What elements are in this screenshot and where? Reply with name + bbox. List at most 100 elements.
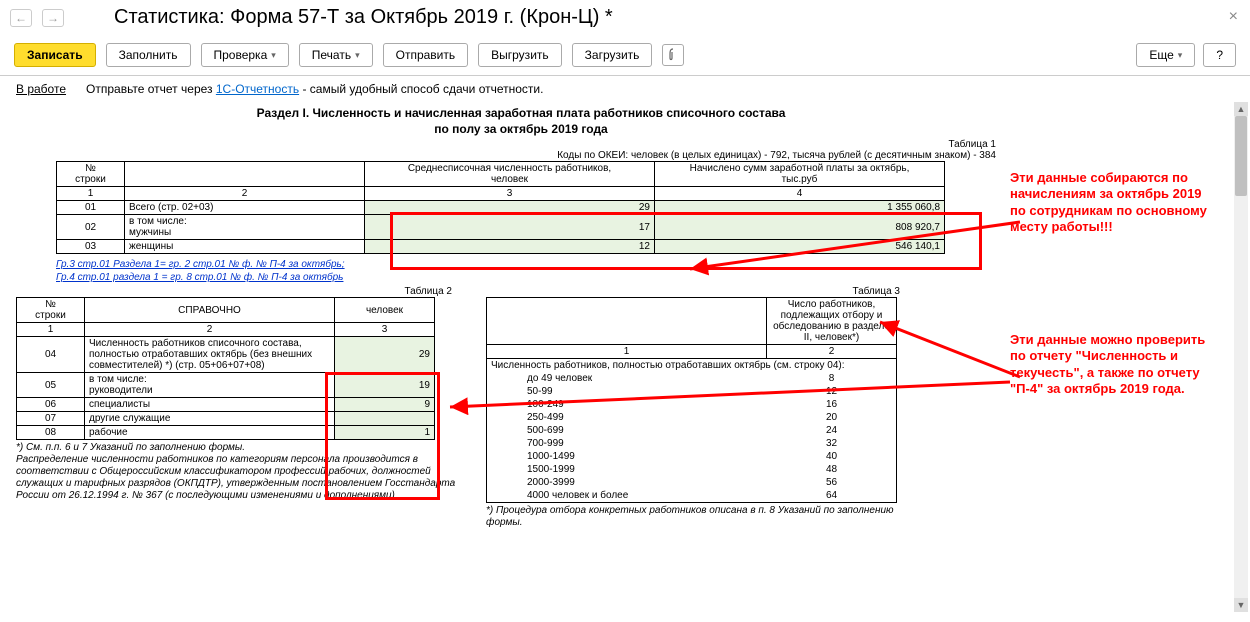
help-button[interactable]: ? [1203, 43, 1236, 67]
t3-hn-1: 1 [487, 345, 767, 359]
t3-b7-n: 48 [767, 463, 896, 476]
t3-b2-r: 100-249 [487, 398, 767, 411]
t2-hn-3: 3 [335, 323, 435, 337]
t3-b0-n: 8 [767, 372, 896, 385]
t3-b0-r: до 49 человек [487, 372, 767, 385]
fill-button[interactable]: Заполнить [106, 43, 191, 67]
more-button[interactable]: Еще▾ [1136, 43, 1195, 67]
t1-r02-num: 02 [57, 215, 125, 240]
t2-h-col3: человек [335, 298, 435, 323]
t2-r05-val[interactable]: 19 [335, 373, 435, 398]
table3-label: Таблица 3 [486, 286, 904, 297]
t3-b5-r: 700-999 [487, 437, 767, 450]
save-button[interactable]: Записать [14, 43, 96, 67]
t3-h-col2: Число работников, подлежащих отбору и об… [767, 298, 897, 345]
t3-b3-n: 20 [767, 411, 896, 424]
t1-h-name [125, 162, 365, 187]
t2-r06-val[interactable]: 9 [335, 398, 435, 412]
t2-h-rownum: №строки [17, 298, 85, 323]
one-c-link[interactable]: 1С-Отчетность [216, 82, 299, 96]
table-1: №строки Среднесписочная численность рабо… [56, 161, 945, 254]
t2-r07-val[interactable] [335, 412, 435, 426]
attachment-icon[interactable] [662, 44, 684, 66]
t3-b8-r: 2000-3999 [487, 476, 767, 489]
t1-h-col3: Среднесписочная численность работников, … [365, 162, 655, 187]
table2-label: Таблица 2 [16, 286, 456, 297]
t1-r01-c3[interactable]: 29 [365, 201, 655, 215]
window-title: Статистика: Форма 57-Т за Октябрь 2019 г… [114, 6, 613, 29]
scroll-up-icon[interactable]: ▲ [1234, 102, 1248, 116]
t3-b1-r: 50-99 [487, 385, 767, 398]
scroll-down-icon[interactable]: ▼ [1234, 598, 1248, 612]
t3-b6-n: 40 [767, 450, 896, 463]
title-bar: ← → Статистика: Форма 57-Т за Октябрь 20… [0, 0, 1250, 39]
t3-b8-n: 56 [767, 476, 896, 489]
annotation-2: Эти данные можно проверить по отчету "Чи… [1010, 332, 1220, 397]
t3-b6-r: 1000-1499 [487, 450, 767, 463]
t2-r08-val[interactable]: 1 [335, 426, 435, 440]
t1-h-col4: Начислено сумм заработной платы за октяб… [655, 162, 945, 187]
status-row: В работе Отправьте отчет через 1С-Отчетн… [0, 76, 1250, 102]
scroll-thumb[interactable] [1235, 116, 1247, 196]
t3-h-col1 [487, 298, 767, 345]
t2-r08-name: рабочие [85, 426, 335, 440]
okei-codes: Коды по ОКЕИ: человек (в целых единицах)… [16, 150, 1026, 161]
t1-r03-num: 03 [57, 240, 125, 254]
table2-footnote: *) См. п.п. 6 и 7 Указаний по заполнению… [16, 440, 456, 502]
t1-hn-1: 1 [57, 187, 125, 201]
vertical-scrollbar[interactable]: ▲ ▼ [1234, 102, 1248, 612]
t1-r03-c4[interactable]: 546 140,1 [655, 240, 945, 254]
t3-b5-n: 32 [767, 437, 896, 450]
print-button[interactable]: Печать▾ [299, 43, 373, 67]
report-content: Раздел I. Численность и начисленная зара… [0, 102, 1250, 612]
hint-text: Отправьте отчет через 1С-Отчетность - са… [86, 82, 543, 96]
t1-hn-2: 2 [125, 187, 365, 201]
section-title: Раздел I. Численность и начисленная зара… [16, 102, 1026, 139]
export-button[interactable]: Выгрузить [478, 43, 562, 67]
toolbar: Записать Заполнить Проверка▾ Печать▾ Отп… [0, 39, 1250, 76]
table-2: №строки СПРАВОЧНО человек 1 2 3 04 Числе… [16, 297, 435, 440]
t2-r08-num: 08 [17, 426, 85, 440]
t3-b9-n: 64 [767, 489, 896, 502]
nav-forward-button[interactable]: → [42, 9, 64, 27]
annotation-1: Эти данные собираются по начислениям за … [1010, 170, 1220, 235]
t1-r02-c3[interactable]: 17 [365, 215, 655, 240]
t1-r01-num: 01 [57, 201, 125, 215]
t2-r05-num: 05 [17, 373, 85, 398]
t3-b4-r: 500-699 [487, 424, 767, 437]
close-icon[interactable]: × [1229, 8, 1238, 26]
t2-r07-num: 07 [17, 412, 85, 426]
import-button[interactable]: Загрузить [572, 43, 653, 67]
t3-b4-n: 24 [767, 424, 896, 437]
t1-hn-4: 4 [655, 187, 945, 201]
t2-r07-name: другие служащие [85, 412, 335, 426]
t2-h-col2: СПРАВОЧНО [85, 298, 335, 323]
nav-back-button[interactable]: ← [10, 9, 32, 27]
t2-hn-2: 2 [85, 323, 335, 337]
t1-r03-name: женщины [125, 240, 365, 254]
check-button[interactable]: Проверка▾ [201, 43, 289, 67]
t3-b2-n: 16 [767, 398, 896, 411]
t2-r04-num: 04 [17, 337, 85, 373]
t1-hn-3: 3 [365, 187, 655, 201]
t3-b7-r: 1500-1999 [487, 463, 767, 476]
t1-r01-c4[interactable]: 1 355 060,8 [655, 201, 945, 215]
formula-notes: Гр.3 стр.01 Раздела 1= гр. 2 стр.01 № ф.… [16, 254, 1234, 286]
t3-b9-r: 4000 человек и более [487, 489, 767, 502]
t3-b1-n: 12 [767, 385, 896, 398]
t2-r06-name: специалисты [85, 398, 335, 412]
t3-row1: Численность работников, полностью отрабо… [487, 359, 896, 372]
t3-b3-r: 250-499 [487, 411, 767, 424]
status-stage[interactable]: В работе [16, 82, 66, 96]
send-button[interactable]: Отправить [383, 43, 469, 67]
t1-r03-c3[interactable]: 12 [365, 240, 655, 254]
t2-r05-name: в том числе: руководители [85, 373, 335, 398]
t1-r02-name: в том числе: мужчины [125, 215, 365, 240]
t1-r02-c4[interactable]: 808 920,7 [655, 215, 945, 240]
t2-r04-name: Численность работников списочного состав… [85, 337, 335, 373]
table3-footnote: *) Процедура отбора конкретных работнико… [486, 503, 904, 529]
t2-r06-num: 06 [17, 398, 85, 412]
t3-hn-2: 2 [767, 345, 897, 359]
t2-r04-val[interactable]: 29 [335, 337, 435, 373]
t1-r01-name: Всего (стр. 02+03) [125, 201, 365, 215]
